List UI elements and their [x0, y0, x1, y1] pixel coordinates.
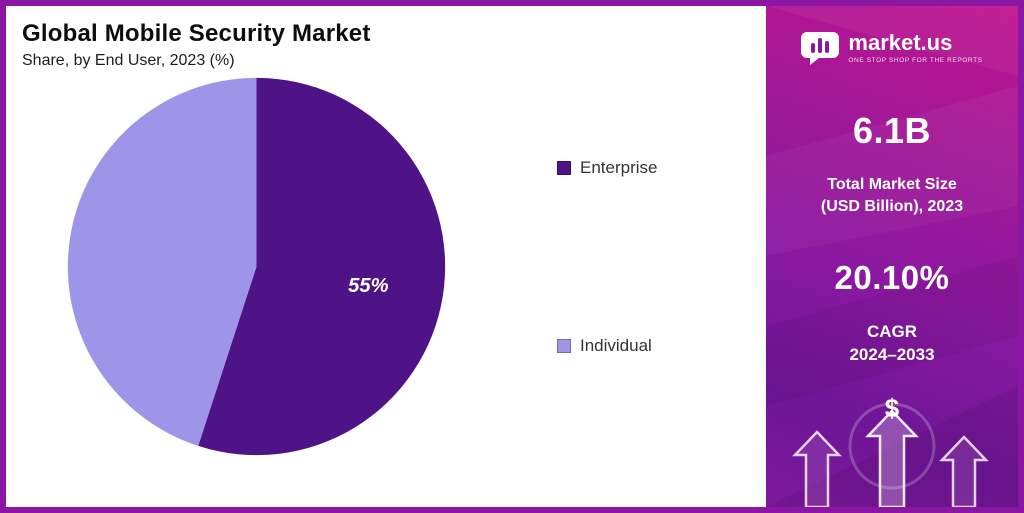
legend-item-individual: Individual: [557, 336, 657, 356]
legend-item-enterprise: Enterprise: [557, 158, 657, 178]
legend-label-enterprise: Enterprise: [580, 157, 658, 177]
chart-row: 55% Enterprise Individual: [22, 72, 750, 459]
pie-slice-label: 55%: [348, 275, 388, 297]
logo-tagline: ONE STOP SHOP FOR THE REPORTS: [848, 57, 983, 64]
growth-arrows-icon: [792, 409, 989, 507]
stat-cagr-label-line2: 2024–2033: [849, 344, 935, 364]
stat-market-size-value: 6.1B: [852, 110, 932, 151]
stat-market-size-label-line1: Total Market Size: [827, 176, 957, 193]
legend-label-individual: Individual: [580, 335, 652, 355]
legend-swatch-enterprise: [557, 160, 571, 175]
stat-market-size-label: Total Market Size (USD Billion), 2023: [766, 174, 1018, 219]
stat-market-size-label-line2: (USD Billion), 2023: [820, 198, 964, 216]
pie-chart: 55%: [67, 77, 446, 456]
chart-title: Global Mobile Security Market: [22, 20, 371, 47]
chart-area: Global Mobile Security Market Share, by …: [6, 6, 766, 507]
panel-content: market.us ONE STOP SHOP FOR THE REPORTS …: [766, 30, 1018, 424]
pie-slice-enterprise: [198, 77, 446, 456]
pie-slice-individual: [67, 77, 257, 446]
dollar-icon: $: [884, 392, 900, 423]
logo-text-block: market.us ONE STOP SHOP FOR THE REPORTS: [848, 30, 983, 65]
side-panel: market.us ONE STOP SHOP FOR THE REPORTS …: [766, 6, 1018, 507]
stat-cagr-label-line1: CAGR: [866, 321, 918, 341]
marketus-logo-icon: [801, 32, 840, 65]
legend-swatch-individual: [557, 338, 571, 353]
legend: Enterprise Individual: [557, 158, 657, 356]
stat-cagr-label: CAGR 2024–2033: [766, 321, 1018, 367]
logo: market.us ONE STOP SHOP FOR THE REPORTS: [766, 30, 1018, 66]
stat-cagr-value: 20.10%: [834, 258, 950, 296]
chart-subtitle: Share, by End User, 2023 (%): [22, 52, 235, 69]
logo-name: market.us: [848, 30, 953, 55]
